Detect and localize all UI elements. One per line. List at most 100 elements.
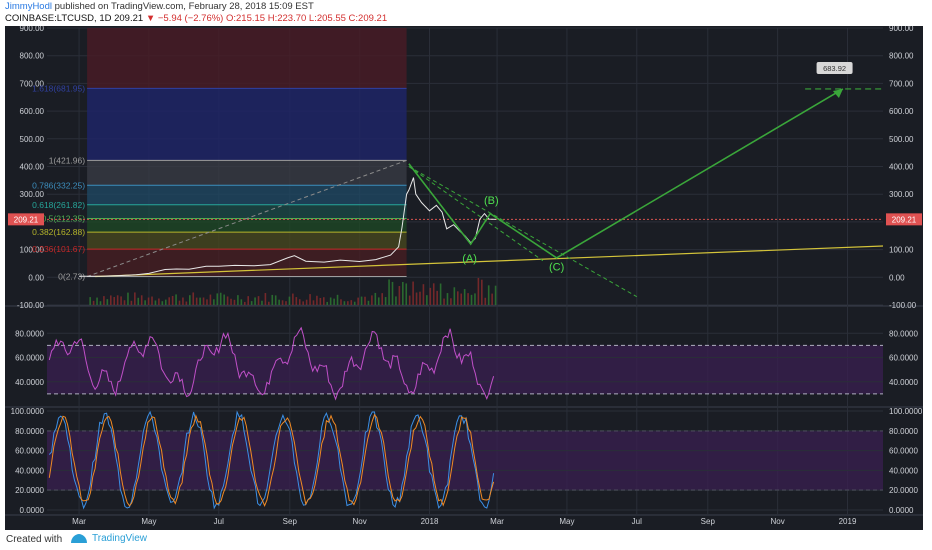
volume-bar [329, 297, 332, 305]
volume-bar [367, 300, 370, 305]
volume-bar [422, 284, 425, 305]
ohlc-values: O:215.15 H:223.70 L:205.55 C:209.21 [226, 13, 388, 24]
volume-bar [357, 297, 359, 305]
stoch-tick-right: 40.0000 [889, 466, 918, 475]
chart-area[interactable]: 900.00 900.00 800.00 800.00 700.00 700.00 600.… [5, 24, 923, 530]
fib-zone-top [87, 28, 407, 89]
y-tick-left: 700.00 [20, 79, 45, 88]
volume-bar [412, 281, 414, 305]
x-tick-label: Jul [632, 517, 642, 526]
y-tick-right: 500.00 [889, 135, 914, 144]
volume-bar [487, 285, 490, 305]
volume-bar [278, 299, 280, 305]
volume-bar [333, 298, 335, 305]
volume-bar [257, 296, 260, 305]
target-label-box [816, 61, 853, 74]
volume-bar [322, 297, 325, 305]
current-price-label-right: 209.21 [892, 215, 917, 224]
y-tick-left: 800.00 [20, 52, 45, 61]
volume-bar [147, 297, 150, 305]
y-tick-left: 600.00 [20, 107, 45, 116]
volume-bar [199, 297, 201, 305]
fib-level-label: 0.382(162.88) [32, 227, 85, 237]
volume-bar [309, 294, 311, 305]
wave-label: (C) [549, 261, 564, 273]
volume-bar [171, 295, 174, 305]
x-tick-label: 2019 [839, 517, 857, 526]
volume-bar [164, 299, 167, 305]
stoch-tick-left: 80.0000 [15, 427, 44, 436]
current-price-label-left: 209.21 [14, 215, 39, 224]
stoch-tick-right: 20.0000 [889, 486, 918, 495]
volume-bar [120, 296, 122, 305]
volume-bar [405, 283, 408, 305]
x-tick-label: Nov [353, 517, 367, 526]
volume-bar [233, 299, 236, 305]
x-tick-label: 2018 [421, 517, 439, 526]
volume-bar [415, 292, 418, 305]
volume-bar [336, 294, 339, 305]
y-tick-left: -100.00 [17, 301, 45, 310]
volume-bar [195, 297, 198, 305]
volume-bar [130, 300, 133, 305]
volume-bar [230, 298, 232, 305]
fib-zone [87, 160, 407, 186]
volume-bar [364, 296, 366, 305]
current-price-tag-left [8, 213, 44, 226]
chart-svg[interactable]: 900.00 900.00 800.00 800.00 700.00 700.00 600.… [5, 24, 923, 530]
volume-bar [353, 301, 356, 305]
rsi-band [47, 345, 883, 394]
volume-bar [292, 293, 294, 305]
volume-bar [264, 293, 267, 305]
volume-bar [426, 295, 428, 305]
volume-bar [350, 300, 353, 305]
y-tick-left: 900.00 [20, 26, 45, 33]
volume-bar [213, 299, 215, 305]
volume-bar [316, 295, 318, 305]
stoch-tick-right: 80.0000 [889, 427, 918, 436]
tradingview-brand[interactable]: TradingView [92, 533, 148, 544]
volume-bar [134, 292, 136, 305]
published-text: published on TradingView.com, February 2… [54, 1, 314, 12]
volume-bar [374, 292, 377, 305]
fib-zone-extension [87, 88, 407, 161]
stoch-k-line [48, 410, 495, 510]
volume-bar [302, 301, 304, 305]
volume-bar [247, 296, 250, 305]
volume-bar [463, 289, 466, 305]
footer: Created with TradingView [0, 530, 932, 550]
volume-bar [182, 297, 184, 305]
volume-bar [450, 298, 452, 305]
volume-bar [340, 299, 342, 305]
current-price-tag-right [886, 213, 922, 226]
volume-bar [206, 299, 208, 305]
x-tick-label: Sep [701, 517, 716, 526]
last-price: 209.21 [114, 13, 144, 24]
rsi-line [48, 326, 495, 401]
rsi-tick-left: 60.0000 [15, 354, 44, 363]
volume-bar [347, 301, 349, 305]
volume-bar [96, 297, 98, 305]
author-link[interactable]: JimmyHodl [5, 1, 52, 12]
y-tick-left: 100.00 [20, 246, 45, 255]
rsi-tick-right: 80.0000 [889, 329, 918, 338]
symbol-line: COINBASE:LTCUSD, 1D 209.21 ▼ −5.94 (−2.7… [5, 13, 387, 24]
volume-bar [460, 293, 463, 305]
channel-line-lower [408, 166, 638, 298]
volume-bar [288, 296, 291, 305]
rsi-tick-right: 60.0000 [889, 354, 918, 363]
volume-bar [408, 295, 411, 305]
volume-bar [271, 294, 274, 305]
volume-bar [127, 292, 129, 305]
volume-bar [360, 296, 363, 305]
volume-bar [429, 287, 432, 305]
stoch-tick-left: 100.0000 [11, 407, 45, 416]
fib-zone [87, 249, 407, 277]
volume-bar [261, 300, 263, 305]
volume-bar [298, 299, 301, 305]
volume-bar [178, 300, 181, 305]
volume-bar [439, 283, 442, 305]
y-tick-left: 500.00 [20, 135, 45, 144]
stoch-tick-right: 60.0000 [889, 447, 918, 456]
volume-bar [326, 301, 329, 305]
